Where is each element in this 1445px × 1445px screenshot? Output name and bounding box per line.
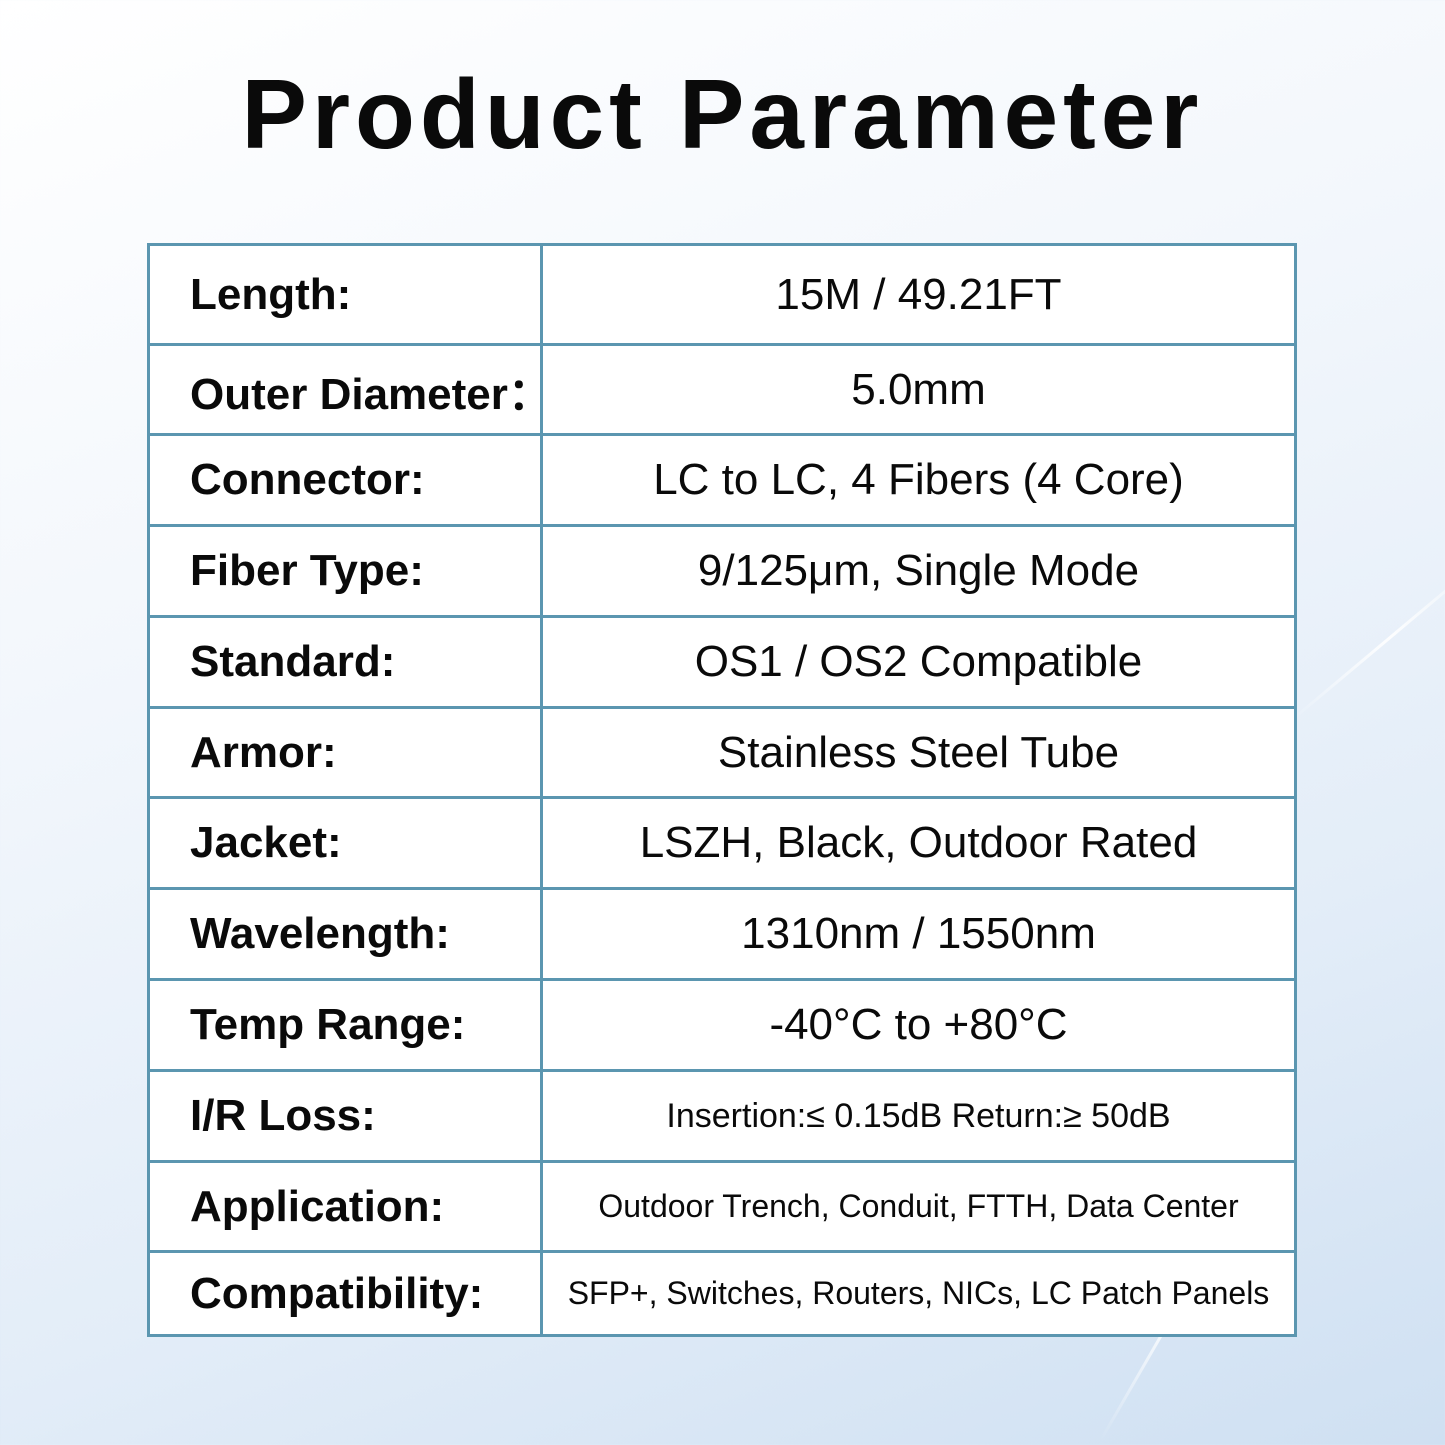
param-value: Stainless Steel Tube — [543, 709, 1294, 799]
param-value: Outdoor Trench, Conduit, FTTH, Data Cent… — [543, 1163, 1294, 1253]
param-value: OS1 / OS2 Compatible — [543, 618, 1294, 709]
param-value: 15M / 49.21FT — [543, 246, 1294, 346]
param-value: 1310nm / 1550nm — [543, 890, 1294, 981]
param-label: Jacket: — [150, 799, 543, 890]
param-label: Standard: — [150, 618, 543, 709]
param-value: SFP+, Switches, Routers, NICs, LC Patch … — [567, 1275, 1270, 1311]
param-label: Application: — [150, 1163, 543, 1253]
param-value: 9/125μm, Single Mode — [543, 527, 1294, 618]
param-value: 5.0mm — [543, 346, 1294, 436]
param-label: Armor: — [150, 709, 543, 799]
param-label: Fiber Type: — [150, 527, 543, 618]
param-value: LSZH, Black, Outdoor Rated — [543, 799, 1294, 890]
param-value: LC to LC, 4 Fibers (4 Core) — [543, 436, 1294, 527]
param-label: Connector: — [150, 436, 543, 527]
parameter-table: Length: 15M / 49.21FT Outer Diameter： 5.0mm… — [147, 243, 1297, 1337]
param-value: Insertion:≤ 0.15dB Return:≥ 50dB — [543, 1072, 1294, 1163]
param-label: I/R Loss: — [150, 1072, 543, 1163]
page-title: Product Parameter — [241, 59, 1204, 169]
param-label: Outer Diameter： — [150, 346, 543, 436]
param-label: Length: — [150, 246, 543, 346]
param-value: -40°C to +80°C — [543, 981, 1294, 1072]
param-label: Compatibility: — [150, 1253, 543, 1334]
param-label: Wavelength: — [150, 890, 543, 981]
light-streak — [1289, 553, 1445, 723]
param-label: Temp Range: — [150, 981, 543, 1072]
